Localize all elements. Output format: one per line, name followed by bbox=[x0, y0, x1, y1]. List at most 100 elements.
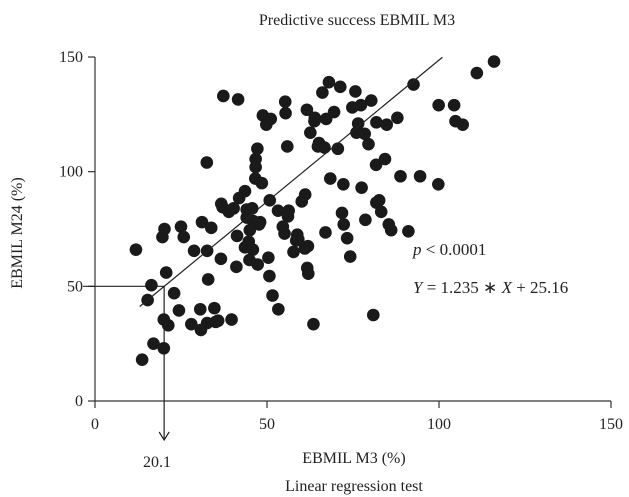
data-point bbox=[227, 202, 240, 215]
data-point bbox=[282, 204, 295, 217]
data-point bbox=[200, 156, 214, 169]
data-point bbox=[432, 177, 445, 191]
data-point bbox=[407, 78, 420, 91]
data-point bbox=[366, 308, 380, 322]
data-point bbox=[300, 103, 314, 117]
data-point bbox=[349, 85, 362, 98]
data-point bbox=[246, 243, 260, 256]
eq-y-symbol: Y bbox=[413, 278, 424, 297]
data-point bbox=[157, 341, 171, 355]
data-point bbox=[322, 75, 336, 89]
data-point bbox=[380, 118, 394, 131]
x-tick-label: 150 bbox=[599, 416, 623, 433]
data-points bbox=[129, 55, 501, 367]
data-point bbox=[272, 302, 285, 316]
data-point bbox=[355, 181, 368, 195]
data-point bbox=[378, 152, 392, 166]
data-point bbox=[280, 140, 294, 153]
x-tick-label: 0 bbox=[91, 416, 99, 433]
data-point bbox=[195, 215, 209, 229]
data-point bbox=[185, 317, 198, 331]
data-point bbox=[167, 286, 181, 300]
data-point bbox=[208, 301, 221, 315]
regression-equation: Y = 1.235 ∗ X + 25.16 bbox=[413, 278, 568, 297]
data-point bbox=[374, 205, 388, 219]
data-point bbox=[316, 86, 329, 99]
data-point bbox=[266, 289, 279, 302]
data-point bbox=[323, 172, 337, 185]
y-axis-label: EBMIL M24 (%) bbox=[9, 177, 26, 288]
y-tick-label: 100 bbox=[59, 164, 83, 181]
data-point bbox=[230, 260, 243, 274]
data-point bbox=[319, 226, 332, 239]
data-point bbox=[358, 127, 371, 141]
y-tick-label: 50 bbox=[67, 278, 83, 295]
data-point bbox=[231, 93, 245, 106]
data-point bbox=[470, 66, 484, 80]
data-point bbox=[264, 112, 278, 126]
data-point bbox=[487, 55, 501, 68]
data-point bbox=[193, 302, 207, 316]
data-point bbox=[362, 137, 375, 151]
x-tick-label: 50 bbox=[259, 416, 275, 433]
y-tick-label: 150 bbox=[59, 49, 83, 66]
data-point bbox=[340, 231, 354, 245]
data-point bbox=[343, 250, 357, 263]
data-point bbox=[370, 116, 383, 129]
data-point bbox=[351, 117, 365, 130]
data-point bbox=[263, 269, 276, 283]
data-point bbox=[177, 230, 191, 244]
x-tick-label: 100 bbox=[427, 416, 451, 433]
data-point bbox=[278, 227, 291, 240]
data-point bbox=[372, 194, 386, 207]
data-point bbox=[278, 95, 292, 109]
data-point bbox=[287, 245, 300, 259]
data-point bbox=[369, 158, 383, 172]
data-point bbox=[337, 177, 350, 191]
data-point bbox=[384, 223, 398, 237]
data-point bbox=[238, 184, 252, 198]
axes bbox=[88, 56, 612, 408]
p-value-annotation: p < 0.0001 bbox=[412, 240, 486, 259]
data-point bbox=[214, 252, 228, 266]
data-point bbox=[172, 304, 186, 317]
x-tick-labels: 0 50 100 150 bbox=[91, 416, 623, 433]
p-symbol: p bbox=[412, 240, 422, 259]
eq-x-symbol: X bbox=[501, 278, 513, 297]
data-point bbox=[447, 98, 461, 112]
p-value-text: < 0.0001 bbox=[422, 240, 487, 259]
data-point bbox=[201, 273, 215, 286]
chart-title: Predictive success EBMIL M3 bbox=[259, 12, 455, 29]
data-point bbox=[253, 215, 267, 229]
data-point bbox=[279, 106, 292, 120]
data-point bbox=[255, 176, 269, 190]
data-point bbox=[204, 221, 218, 235]
data-point bbox=[298, 188, 312, 201]
y-tick-label: 0 bbox=[75, 393, 83, 410]
data-point bbox=[394, 169, 407, 183]
x-axis-label: EBMIL M3 (%) bbox=[302, 450, 405, 467]
data-point bbox=[158, 222, 171, 236]
data-point bbox=[174, 220, 188, 234]
data-point bbox=[161, 319, 175, 332]
data-point bbox=[249, 152, 262, 166]
data-point bbox=[333, 80, 347, 94]
data-point bbox=[262, 251, 275, 264]
data-point bbox=[147, 337, 160, 350]
regression-line bbox=[139, 56, 443, 307]
data-point bbox=[327, 105, 341, 119]
data-point bbox=[432, 98, 445, 112]
data-point bbox=[271, 204, 285, 217]
eq-mid: = 1.235 ∗ bbox=[422, 278, 501, 297]
data-point bbox=[359, 213, 372, 227]
data-point bbox=[225, 313, 238, 326]
data-point bbox=[217, 89, 230, 103]
data-point bbox=[301, 267, 315, 281]
data-point bbox=[187, 244, 201, 258]
data-point bbox=[301, 239, 315, 253]
data-point bbox=[331, 142, 345, 156]
data-point bbox=[135, 353, 149, 367]
data-point bbox=[318, 141, 331, 154]
data-point bbox=[354, 98, 368, 112]
